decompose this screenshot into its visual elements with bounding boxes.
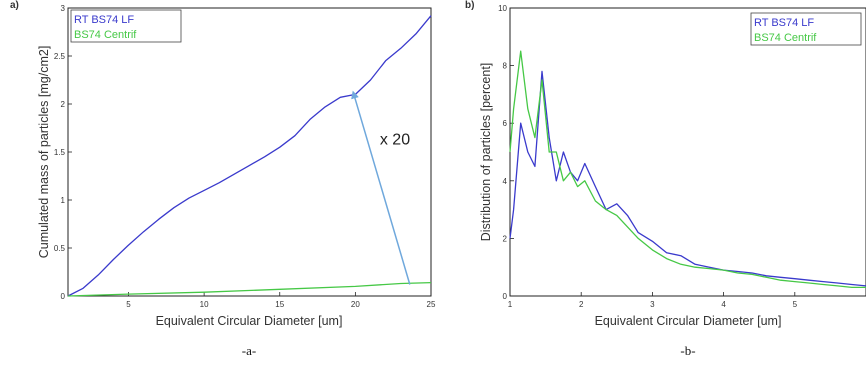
- y-tick-label-1-4: 8: [503, 62, 508, 71]
- y-tick-label-0-2: 1: [61, 196, 66, 205]
- y-tick-label-1-1: 2: [503, 234, 508, 243]
- x-tick-label-1-3: 4: [721, 300, 726, 309]
- series-line-0-0: [67, 15, 432, 297]
- x-tick-label-0-3: 20: [351, 300, 360, 309]
- x-tick-label-1-0: 1: [508, 300, 513, 309]
- caption-a: -a-: [242, 343, 256, 358]
- x-tick-label-0-1: 10: [200, 300, 209, 309]
- x-axis-label-a: Equivalent Circular Diameter [um]: [156, 314, 343, 328]
- y-tick-label-0-0: 0: [61, 292, 66, 301]
- x-axis-label-b: Equivalent Circular Diameter [um]: [595, 314, 782, 328]
- panel-b-letter: b): [465, 0, 474, 11]
- y-tick-label-0-6: 3: [61, 4, 66, 13]
- y-tick-label-1-2: 4: [503, 177, 508, 186]
- legend-b-entry-1: BS74 Centrif: [754, 32, 817, 44]
- ticks-b: 1 2 3 4 5 0 2 4 6 8 10: [498, 4, 797, 309]
- annotation-label: x 20: [380, 131, 410, 148]
- y-tick-label-1-5: 10: [498, 4, 507, 13]
- y-axis-label-b: Distribution of particles [percent]: [479, 63, 493, 242]
- plot-frame-b: [509, 7, 866, 297]
- x-tick-label-1-2: 3: [650, 300, 655, 309]
- x-tick-label-0-2: 15: [275, 300, 284, 309]
- y-tick-label-0-1: 0.5: [54, 244, 66, 253]
- x-tick-label-1-1: 2: [579, 300, 584, 309]
- legend-a: [70, 9, 182, 43]
- legend-a-entry-1: BS74 Centrif: [74, 29, 137, 41]
- y-tick-label-1-0: 0: [503, 292, 508, 301]
- legend-a-entry-0: RT BS74 LF: [74, 14, 134, 26]
- x-tick-label-1-4: 5: [793, 300, 798, 309]
- chart-a: a) 5 10 15 20 25 0 0.5 1 1.5 2 2.5 3 x 20 RT BS74 L…: [10, 0, 436, 358]
- y-axis-label-a: Cumulated mass of particles [mg/cm2]: [37, 46, 51, 259]
- series-group-b: [509, 50, 866, 289]
- y-tick-label-0-4: 2: [61, 100, 66, 109]
- y-tick-label-0-3: 1.5: [54, 148, 66, 157]
- y-tick-label-1-3: 6: [503, 119, 508, 128]
- annotation-arrow: [351, 90, 411, 285]
- panel-a-letter: a): [10, 0, 19, 11]
- caption-b: -b-: [680, 343, 695, 358]
- legend-b: [750, 12, 862, 46]
- series-group-a: [67, 15, 432, 297]
- x-tick-label-0-4: 25: [427, 300, 436, 309]
- series-line-1-0: [509, 70, 866, 287]
- legend-b-entry-0: RT BS74 LF: [754, 17, 814, 29]
- series-line-1-1: [509, 50, 866, 289]
- plot-frame-a: [67, 7, 432, 297]
- y-tick-label-0-5: 2.5: [54, 52, 66, 61]
- series-line-0-1: [67, 281, 432, 297]
- ticks-a: 5 10 15 20 25 0 0.5 1 1.5 2 2.5 3: [54, 4, 436, 309]
- x-tick-label-0-0: 5: [126, 300, 131, 309]
